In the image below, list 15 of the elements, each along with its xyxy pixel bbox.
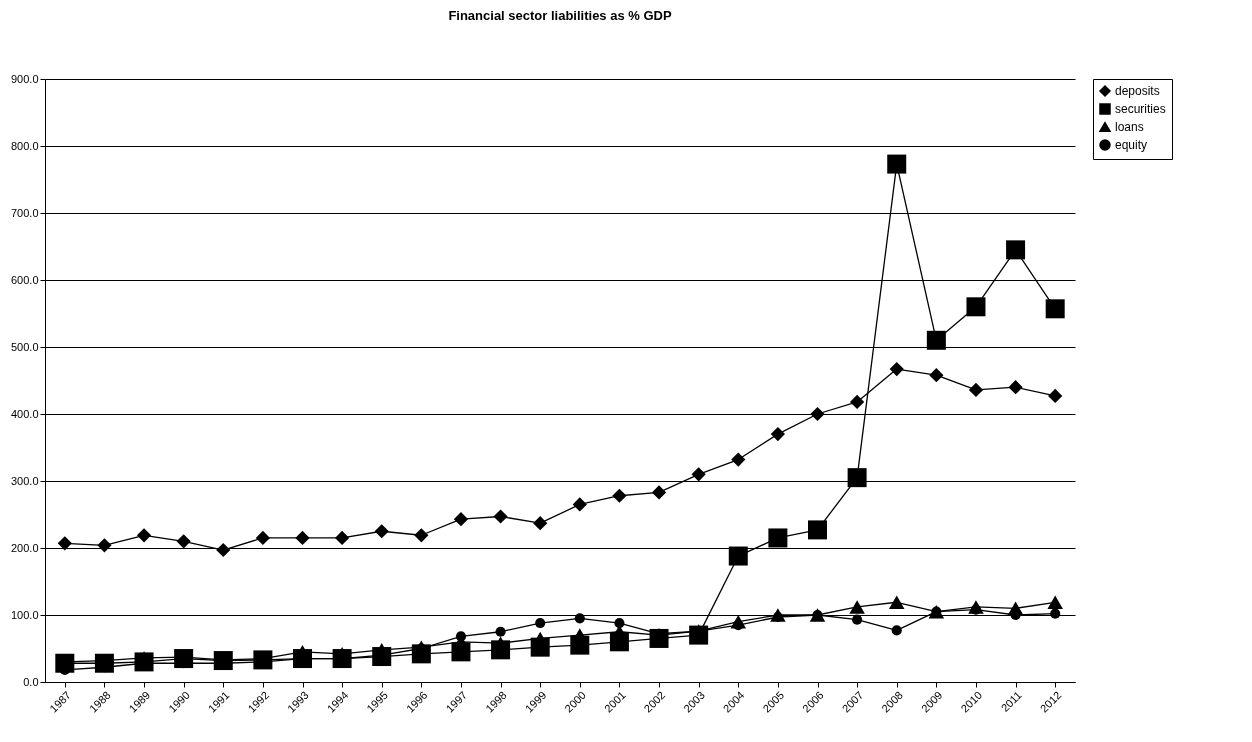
y-tick-label: 100.0 (10, 608, 39, 621)
y-tick-label: 900.0 (10, 72, 39, 85)
y-tick-label: 0.0 (23, 675, 39, 688)
y-tick-label: 600.0 (10, 273, 39, 286)
legend-label: equity (1115, 138, 1148, 152)
y-tick-label: 400.0 (10, 407, 39, 420)
y-tick-label: 800.0 (10, 139, 39, 152)
y-tick-label: 500.0 (10, 340, 39, 353)
legend-label: deposits (1115, 84, 1160, 98)
chart-title: Financial sector liabilities as % GDP (448, 8, 672, 23)
y-tick-label: 300.0 (10, 474, 39, 487)
y-tick-label: 700.0 (10, 206, 39, 219)
y-tick-label: 200.0 (10, 541, 39, 554)
legend-label: loans (1115, 120, 1144, 134)
legend-label: securities (1115, 102, 1166, 116)
